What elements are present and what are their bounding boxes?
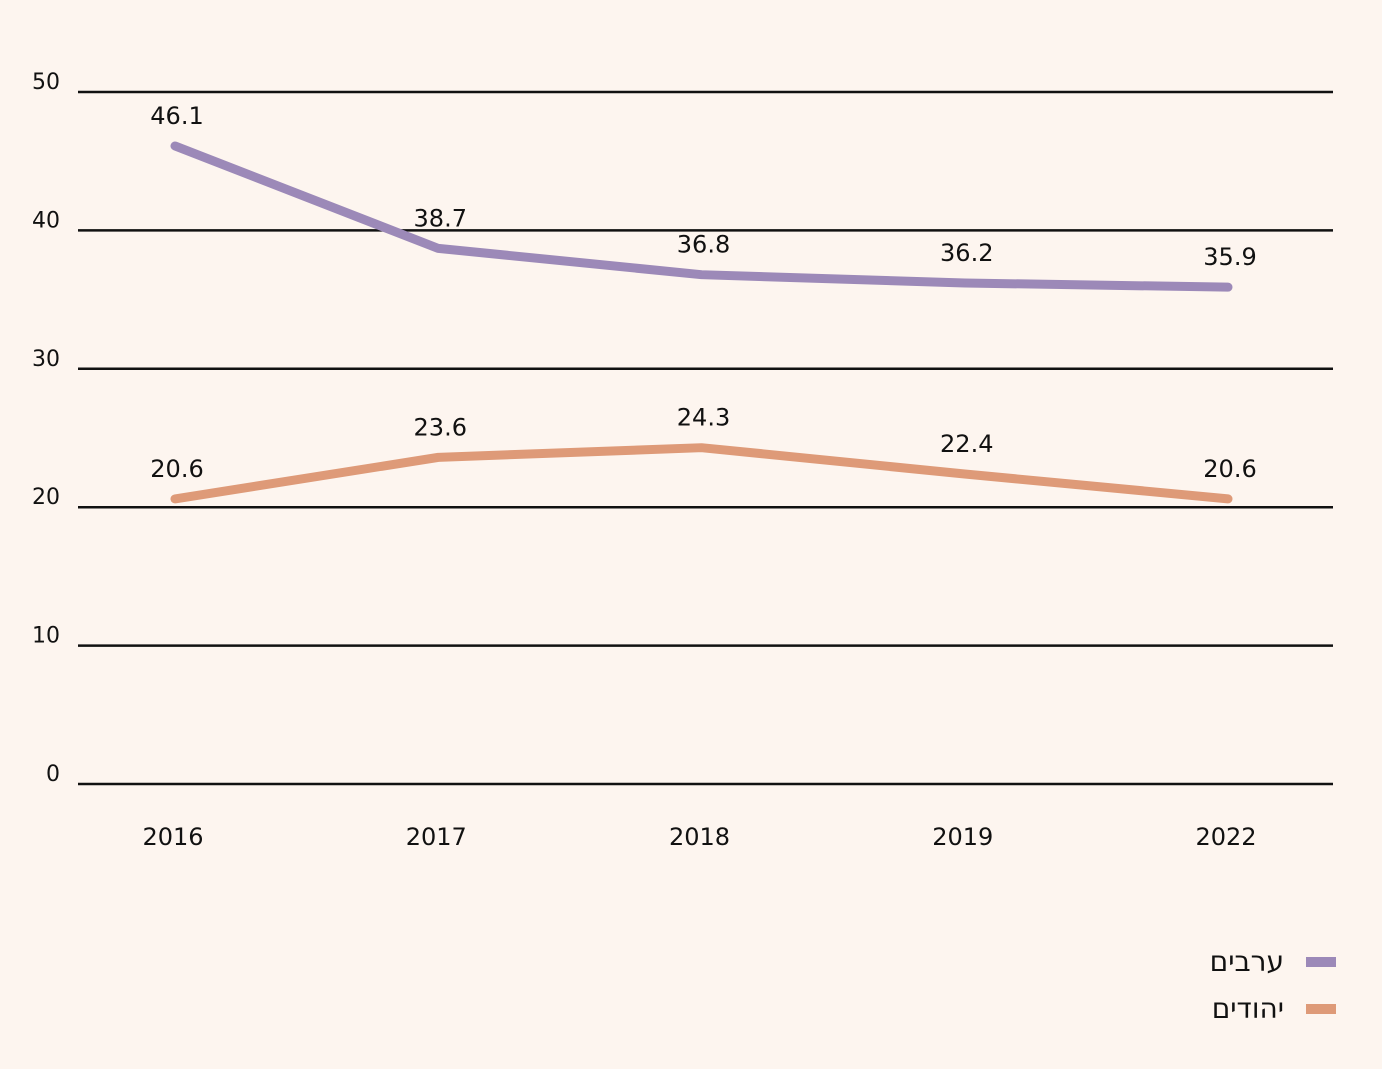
y-tick-label: 40 — [32, 208, 60, 233]
data-label: 24.3 — [677, 404, 730, 432]
data-label: 22.4 — [940, 430, 993, 458]
legend-item-jews: יהודים — [1076, 985, 1336, 1032]
data-label: 35.9 — [1203, 243, 1256, 271]
x-tick-label: 2018 — [669, 823, 730, 851]
data-label: 38.7 — [414, 204, 467, 232]
data-label: 20.6 — [1203, 455, 1256, 483]
x-tick-label: 2016 — [142, 823, 203, 851]
data-label: 46.1 — [150, 102, 203, 130]
y-tick-label: 0 — [46, 762, 60, 787]
series-line-1 — [170, 443, 1233, 504]
y-axis-ticks: 0 10 20 30 40 50 — [32, 70, 60, 787]
series-lines — [170, 141, 1233, 504]
data-point — [963, 472, 966, 475]
legend-item-arabs: ערבים — [1076, 938, 1336, 985]
data-label: 36.2 — [940, 239, 993, 267]
data-point — [963, 281, 966, 284]
data-point — [700, 446, 703, 449]
y-tick-label: 20 — [32, 485, 60, 510]
legend: ערבים יהודים — [1076, 938, 1336, 1032]
x-tick-label: 2017 — [406, 823, 467, 851]
data-point — [1227, 497, 1229, 500]
x-tick-label: 2022 — [1195, 823, 1256, 851]
data-label: 36.8 — [677, 231, 730, 259]
legend-label-arabs: ערבים — [1209, 945, 1284, 978]
legend-label-jews: יהודים — [1211, 992, 1284, 1025]
x-axis-ticks: 2016 2017 2018 2019 2022 — [142, 823, 1256, 851]
series-line-0 — [170, 141, 1233, 292]
data-point — [437, 247, 440, 250]
data-label: 20.6 — [150, 455, 203, 483]
y-tick-label: 50 — [32, 70, 60, 95]
data-point — [174, 144, 176, 147]
data-point — [174, 497, 176, 500]
data-point — [437, 456, 440, 459]
y-tick-label: 10 — [32, 624, 60, 649]
legend-swatch-arabs — [1306, 956, 1336, 967]
gridlines — [78, 90, 1333, 786]
data-label: 23.6 — [414, 413, 467, 441]
data-point — [1227, 286, 1229, 289]
x-tick-label: 2019 — [932, 823, 993, 851]
data-labels: 46.1 38.7 36.8 36.2 35.9 20.6 23.6 24.3 22.4 20.6 — [150, 102, 1256, 483]
data-point — [700, 273, 703, 276]
legend-swatch-jews — [1306, 1003, 1336, 1014]
y-tick-label: 30 — [32, 347, 60, 372]
